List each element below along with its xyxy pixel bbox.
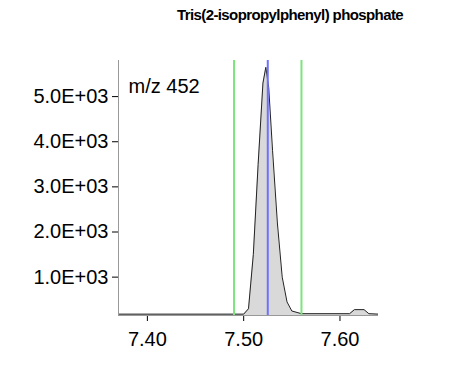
svg-text:4.0E+03: 4.0E+03: [33, 130, 108, 152]
svg-text:3.0E+03: 3.0E+03: [33, 175, 108, 197]
svg-text:7.50: 7.50: [224, 328, 263, 350]
svg-text:1.0E+03: 1.0E+03: [33, 266, 108, 288]
svg-text:m/z 452: m/z 452: [129, 75, 200, 97]
html-text:Tris(2-isopropylphenyl) phosph: Tris(2-isopropylphenyl) phosphate: [177, 6, 403, 23]
svg-text:7.40: 7.40: [128, 328, 167, 350]
svg-text:5.0E+03: 5.0E+03: [33, 85, 108, 107]
svg-text:2.0E+03: 2.0E+03: [33, 220, 108, 242]
svg-text:7.60: 7.60: [321, 328, 360, 350]
